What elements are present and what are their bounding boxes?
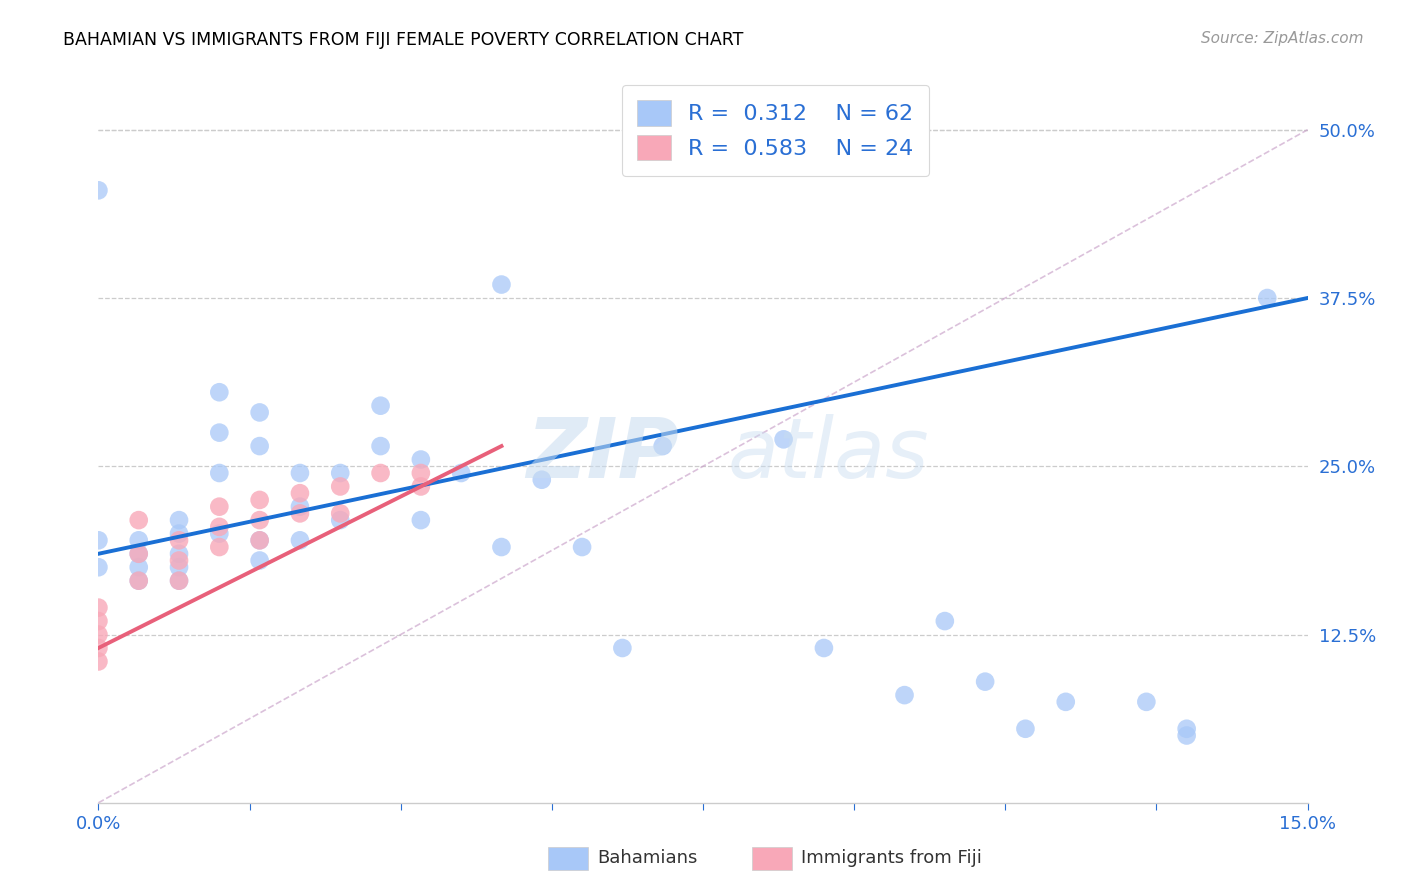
- Point: [1054, 695, 1077, 709]
- Point: [167, 526, 190, 541]
- Text: Source: ZipAtlas.com: Source: ZipAtlas.com: [1201, 31, 1364, 46]
- Legend: R =  0.312    N = 62, R =  0.583    N = 24: R = 0.312 N = 62, R = 0.583 N = 24: [621, 85, 929, 176]
- Point: [249, 533, 271, 548]
- Point: [128, 533, 150, 548]
- Point: [87, 183, 110, 197]
- Point: [167, 553, 190, 567]
- Point: [208, 425, 231, 440]
- Point: [409, 452, 432, 467]
- Point: [450, 466, 472, 480]
- Point: [87, 600, 110, 615]
- Point: [491, 540, 513, 554]
- Point: [208, 540, 231, 554]
- Point: [87, 627, 110, 641]
- Point: [893, 688, 915, 702]
- Point: [530, 473, 553, 487]
- Point: [288, 500, 311, 514]
- Point: [974, 674, 997, 689]
- Point: [409, 513, 432, 527]
- Text: Immigrants from Fiji: Immigrants from Fiji: [801, 849, 983, 867]
- Point: [249, 405, 271, 419]
- Point: [813, 640, 835, 655]
- Point: [288, 507, 311, 521]
- Text: Bahamians: Bahamians: [598, 849, 697, 867]
- Point: [128, 547, 150, 561]
- Point: [491, 277, 513, 292]
- Point: [167, 533, 190, 548]
- Text: ZIP: ZIP: [526, 414, 679, 495]
- Point: [167, 547, 190, 561]
- Point: [934, 614, 956, 628]
- Point: [87, 655, 110, 669]
- Point: [208, 520, 231, 534]
- Point: [329, 479, 352, 493]
- Point: [288, 466, 311, 480]
- Text: atlas: atlas: [727, 414, 929, 495]
- Point: [87, 560, 110, 574]
- Point: [208, 466, 231, 480]
- Point: [249, 533, 271, 548]
- Point: [208, 385, 231, 400]
- Point: [288, 486, 311, 500]
- Point: [1175, 722, 1198, 736]
- Point: [128, 574, 150, 588]
- Point: [87, 614, 110, 628]
- Point: [167, 560, 190, 574]
- Point: [370, 466, 392, 480]
- Point: [409, 466, 432, 480]
- Point: [329, 507, 352, 521]
- Point: [288, 533, 311, 548]
- Point: [772, 433, 794, 447]
- Point: [128, 560, 150, 574]
- Point: [249, 553, 271, 567]
- Point: [1175, 729, 1198, 743]
- Point: [1256, 291, 1278, 305]
- Point: [329, 466, 352, 480]
- Point: [128, 547, 150, 561]
- Point: [208, 500, 231, 514]
- Text: BAHAMIAN VS IMMIGRANTS FROM FIJI FEMALE POVERTY CORRELATION CHART: BAHAMIAN VS IMMIGRANTS FROM FIJI FEMALE …: [63, 31, 744, 49]
- Point: [409, 479, 432, 493]
- Point: [249, 439, 271, 453]
- Point: [370, 399, 392, 413]
- Point: [329, 513, 352, 527]
- Point: [87, 533, 110, 548]
- Point: [208, 526, 231, 541]
- Point: [370, 439, 392, 453]
- Point: [571, 540, 593, 554]
- Point: [1014, 722, 1036, 736]
- Point: [651, 439, 673, 453]
- Point: [167, 513, 190, 527]
- Point: [87, 640, 110, 655]
- Point: [167, 574, 190, 588]
- Point: [249, 492, 271, 507]
- Point: [167, 574, 190, 588]
- Point: [612, 640, 634, 655]
- Point: [249, 513, 271, 527]
- Point: [1135, 695, 1157, 709]
- Point: [128, 513, 150, 527]
- Point: [128, 574, 150, 588]
